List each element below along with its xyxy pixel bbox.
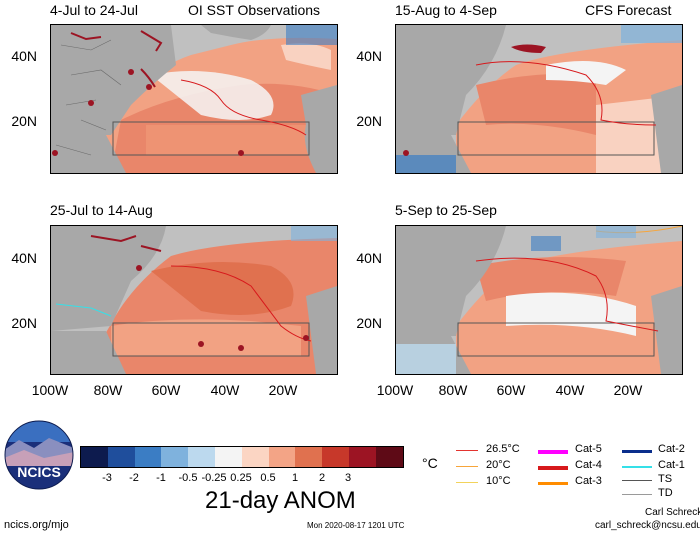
legend-label-cat1: Cat-1 <box>658 459 685 471</box>
colorbar-swatch <box>134 447 162 467</box>
lat-label-20n-panel-1: 20N <box>11 113 37 129</box>
colorbar-swatch <box>295 447 323 467</box>
colorbar-label: 1 <box>291 472 299 484</box>
footer-author: Carl Schreck <box>645 507 700 518</box>
legend-line-265 <box>456 450 478 451</box>
colorbar-swatch <box>214 447 242 467</box>
colorbar-swatch <box>241 447 269 467</box>
lat-label-40n-panel-4: 40N <box>356 250 382 266</box>
lon-label-40w-right: 40W <box>555 382 585 398</box>
colorbar-label: -0.25 <box>201 472 227 484</box>
ncics-logo: NCICS <box>4 420 74 490</box>
footer-email: carl_schreck@ncsu.edu <box>595 520 700 531</box>
colorbar-label: 2 <box>318 472 326 484</box>
legend-label-20: 20°C <box>486 459 511 471</box>
lon-label-80w-right: 80W <box>438 382 468 398</box>
legend-label-cat4: Cat-4 <box>575 459 602 471</box>
lon-label-40w-left: 40W <box>210 382 240 398</box>
colorbar-label: 3 <box>344 472 352 484</box>
panel-1-subtitle: OI SST Observations <box>188 2 321 18</box>
legend-label-cat3: Cat-3 <box>575 475 602 487</box>
sst-map-panel-4 <box>395 225 683 375</box>
colorbar-swatch <box>188 447 215 467</box>
colorbar-swatch <box>322 447 349 467</box>
lat-label-40n-panel-2: 40N <box>356 48 382 64</box>
colorbar-label: -1 <box>156 472 166 484</box>
legend-line-cat3 <box>538 482 568 485</box>
panel-3-title: 25-Jul to 14-Aug <box>50 202 153 218</box>
legend-label-cat2: Cat-2 <box>658 443 685 455</box>
footer-url: ncics.org/mjo <box>4 519 69 531</box>
legend-line-cat4 <box>538 466 568 470</box>
logo-text: NCICS <box>17 464 61 480</box>
colorbar-label: -3 <box>102 472 112 484</box>
legend-line-20 <box>456 466 478 467</box>
colorbar-label: -0.5 <box>178 472 198 484</box>
colorbar-label: 0.25 <box>230 472 252 484</box>
lon-label-60w-left: 60W <box>151 382 181 398</box>
lon-label-20w-right: 20W <box>613 382 643 398</box>
lat-label-40n-panel-1: 40N <box>11 48 37 64</box>
legend-line-cat2 <box>622 450 652 453</box>
legend-line-10 <box>456 482 478 483</box>
colorbar-label: 0.5 <box>260 472 276 484</box>
colorbar-swatch <box>161 447 189 467</box>
colorbar-label: -2 <box>129 472 139 484</box>
legend-line-cat1 <box>622 466 652 468</box>
colorbar-swatch <box>81 447 108 467</box>
legend-label-10: 10°C <box>486 475 511 487</box>
unit-label: °C <box>422 455 438 471</box>
colorbar-caption: 21-day ANOM <box>205 487 356 514</box>
lon-label-100w-right: 100W <box>376 382 414 398</box>
panel-4-title: 5-Sep to 25-Sep <box>395 202 497 218</box>
lat-label-20n-panel-2: 20N <box>356 113 382 129</box>
sst-map-panel-3 <box>50 225 338 375</box>
legend-label-td: TD <box>658 487 673 499</box>
colorbar <box>80 446 404 468</box>
legend-line-ts <box>622 480 652 481</box>
footer-timestamp: Mon 2020-08-17 1201 UTC <box>307 521 405 530</box>
colorbar-swatch <box>107 447 135 467</box>
lat-label-40n-panel-3: 40N <box>11 250 37 266</box>
lon-label-80w-left: 80W <box>93 382 123 398</box>
panel-2-title: 15-Aug to 4-Sep <box>395 2 497 18</box>
legend-label-ts: TS <box>658 473 673 485</box>
sst-map-panel-1 <box>50 24 338 174</box>
colorbar-swatch <box>375 447 403 467</box>
lon-label-60w-right: 60W <box>496 382 526 398</box>
legend-label-cat5: Cat-5 <box>575 443 602 455</box>
legend-label-265: 26.5°C <box>486 443 520 455</box>
lon-label-100w-left: 100W <box>31 382 69 398</box>
lat-label-20n-panel-3: 20N <box>11 315 37 331</box>
colorbar-swatch <box>348 447 376 467</box>
legend-line-td <box>622 494 652 495</box>
lat-label-20n-panel-4: 20N <box>356 315 382 331</box>
lon-label-20w-left: 20W <box>268 382 298 398</box>
sst-map-panel-2 <box>395 24 683 174</box>
legend-line-cat5 <box>538 450 568 454</box>
panel-2-subtitle: CFS Forecast <box>585 2 672 18</box>
colorbar-swatch <box>268 447 296 467</box>
panel-1-title: 4-Jul to 24-Jul <box>50 2 138 18</box>
